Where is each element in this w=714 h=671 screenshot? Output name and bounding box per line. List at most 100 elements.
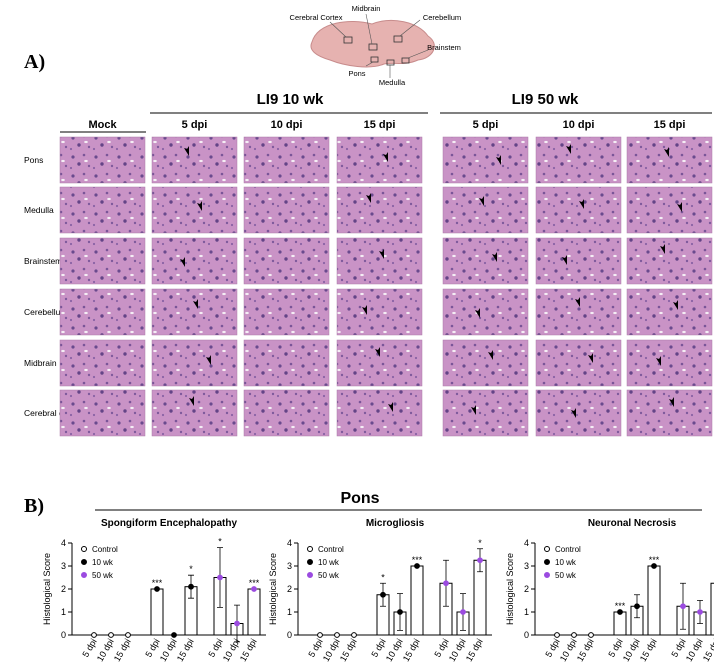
histology-image xyxy=(151,237,238,285)
histology-image xyxy=(535,237,622,285)
arrowhead xyxy=(206,355,211,365)
significance: *** xyxy=(615,601,626,611)
mean-dot xyxy=(108,632,114,638)
x-tick-label: 15 dpi xyxy=(238,637,259,663)
row-label: Brainstem xyxy=(24,256,62,266)
legend-marker xyxy=(307,559,313,565)
histology-image xyxy=(442,339,529,387)
bar xyxy=(247,588,261,636)
significance: *** xyxy=(649,555,660,565)
column-header: 10 dpi xyxy=(563,119,595,131)
column-header: 15 dpi xyxy=(364,119,396,131)
mean-dot xyxy=(588,632,594,638)
legend-marker xyxy=(307,546,313,552)
legend-marker xyxy=(307,572,313,578)
arrowhead xyxy=(492,252,497,262)
mean-dot xyxy=(125,632,131,638)
x-tick-label: 15 dpi xyxy=(112,637,133,663)
histology-image xyxy=(59,389,146,437)
y-tick-label: 0 xyxy=(287,630,292,640)
x-tick-label: 15 dpi xyxy=(401,637,422,663)
y-tick-label: 0 xyxy=(524,630,529,640)
histology-image xyxy=(442,389,529,437)
significance: *** xyxy=(249,578,260,588)
arrowhead xyxy=(664,147,669,157)
mean-dot xyxy=(380,591,386,598)
histology-image xyxy=(535,389,622,437)
mean-dot xyxy=(554,632,560,638)
legend-marker xyxy=(81,546,87,552)
histology-image xyxy=(151,339,238,387)
y-tick-label: 4 xyxy=(524,538,529,548)
panel-title: Pons xyxy=(340,490,379,507)
y-tick-label: 3 xyxy=(524,561,529,571)
arrowhead xyxy=(366,193,371,203)
x-tick-label: 15 dpi xyxy=(575,637,596,663)
panel-label: B) xyxy=(24,495,44,517)
chart-title: Neuronal Necrosis xyxy=(588,518,677,529)
arrowhead xyxy=(588,353,593,363)
bar xyxy=(710,582,714,636)
x-tick-label: 15 dpi xyxy=(338,637,359,663)
significance: * xyxy=(478,538,482,548)
histology-image xyxy=(243,136,330,184)
arrowhead xyxy=(656,356,661,366)
histology-image xyxy=(243,339,330,387)
mean-dot xyxy=(217,574,223,581)
column-header: 10 dpi xyxy=(271,119,303,131)
arrowhead xyxy=(562,255,567,265)
mean-dot xyxy=(634,603,640,610)
y-tick-label: 2 xyxy=(287,584,292,594)
y-tick-label: 2 xyxy=(524,584,529,594)
arrowhead xyxy=(180,257,185,267)
mean-dot xyxy=(171,632,177,638)
significance: *** xyxy=(152,578,163,588)
mean-dot xyxy=(571,632,577,638)
significance: *** xyxy=(412,555,423,565)
column-header: 15 dpi xyxy=(654,119,686,131)
histology-image xyxy=(336,288,423,336)
histology-image xyxy=(151,186,238,234)
histology-image xyxy=(442,186,529,234)
mean-dot xyxy=(443,580,449,587)
mean-dot xyxy=(251,586,257,592)
legend-marker xyxy=(81,572,87,578)
histology-image xyxy=(535,288,622,336)
row-label: Cerebral cortex xyxy=(24,408,83,418)
legend-label: Control xyxy=(92,545,118,554)
histology-image xyxy=(59,339,146,387)
histology-image xyxy=(626,237,713,285)
arrowhead xyxy=(184,146,189,156)
legend-label: Control xyxy=(555,545,581,554)
histology-image xyxy=(626,186,713,234)
y-tick-label: 4 xyxy=(287,538,292,548)
histology-image xyxy=(243,288,330,336)
brain-label: Medulla xyxy=(379,78,406,87)
arrowhead xyxy=(496,155,501,165)
x-tick-label: 15 dpi xyxy=(175,637,196,663)
y-tick-label: 3 xyxy=(61,561,66,571)
histology-image xyxy=(151,288,238,336)
legend-label: 50 wk xyxy=(555,571,577,580)
mean-dot xyxy=(334,632,340,638)
histology-image xyxy=(626,136,713,184)
bar xyxy=(410,565,424,636)
histology-image xyxy=(336,136,423,184)
histology-image xyxy=(59,186,146,234)
brain-label: Cerebral Cortex xyxy=(290,13,343,22)
arrowhead xyxy=(379,249,384,259)
arrowhead xyxy=(677,202,682,212)
mean-dot xyxy=(317,632,323,638)
arrowhead xyxy=(362,305,367,315)
chart-title: Microgliosis xyxy=(366,518,425,529)
legend-label: Control xyxy=(318,545,344,554)
legend-label: 10 wk xyxy=(555,558,577,567)
histology-image xyxy=(626,389,713,437)
row-label: Midbrain xyxy=(24,358,57,368)
histology-image xyxy=(243,389,330,437)
histology-image xyxy=(535,136,622,184)
column-header: 5 dpi xyxy=(182,119,208,131)
histology-image xyxy=(626,339,713,387)
significance: * xyxy=(218,537,222,547)
